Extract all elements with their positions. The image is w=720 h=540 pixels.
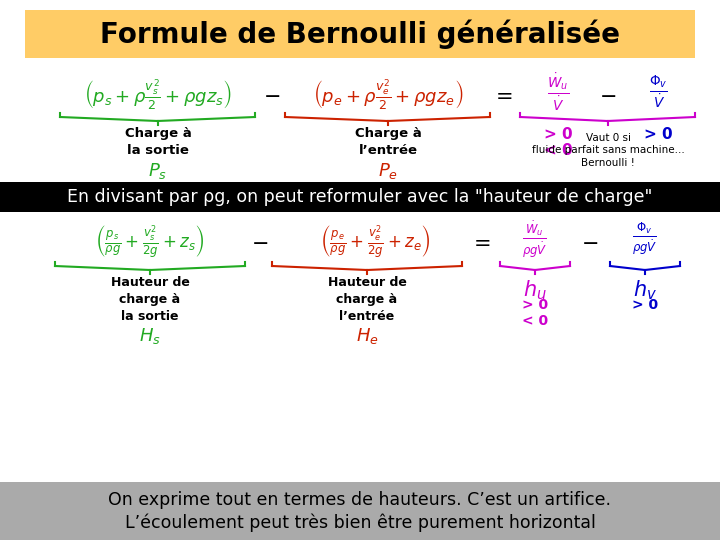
- Text: < 0: < 0: [544, 143, 572, 158]
- Text: $-$: $-$: [251, 232, 269, 252]
- Text: $P_e$: $P_e$: [378, 161, 398, 181]
- Text: $\left(p_e+\rho\frac{v_e^2}{2}+\rho g z_e\right)$: $\left(p_e+\rho\frac{v_e^2}{2}+\rho g z_…: [312, 78, 463, 112]
- Text: $\left(\frac{p_e}{\rho g}+\frac{v_e^2}{2g}+z_e\right)$: $\left(\frac{p_e}{\rho g}+\frac{v_e^2}{2…: [320, 224, 431, 261]
- Text: Formule de Bernoulli généralisée: Formule de Bernoulli généralisée: [100, 19, 620, 49]
- Text: Charge à
l’entrée: Charge à l’entrée: [355, 127, 421, 157]
- Text: L’écoulement peut très bien être purement horizontal: L’écoulement peut très bien être puremen…: [125, 514, 595, 532]
- Text: Vaut 0 si
fluide parfait sans machine...
Bernoulli !: Vaut 0 si fluide parfait sans machine...…: [531, 133, 685, 168]
- Text: $P_s$: $P_s$: [148, 161, 168, 181]
- Text: $h_v$: $h_v$: [633, 278, 657, 302]
- Text: $\frac{\dot{W}_u}{\dot{V}}$: $\frac{\dot{W}_u}{\dot{V}}$: [547, 71, 569, 113]
- Text: $-$: $-$: [264, 85, 281, 105]
- Text: $-$: $-$: [581, 232, 598, 252]
- Text: $\left(p_s+\rho\frac{v_s^2}{2}+\rho g z_s\right)$: $\left(p_s+\rho\frac{v_s^2}{2}+\rho g z_…: [84, 78, 232, 112]
- Text: > 0: > 0: [644, 127, 672, 142]
- Text: $H_e$: $H_e$: [356, 326, 379, 346]
- Text: $\frac{\Phi_v}{\dot{V}}$: $\frac{\Phi_v}{\dot{V}}$: [649, 73, 667, 111]
- Text: Hauteur de
charge à
la sortie: Hauteur de charge à la sortie: [111, 276, 189, 323]
- Text: $=$: $=$: [469, 232, 491, 252]
- Text: $\left(\frac{p_s}{\rho g}+\frac{v_s^2}{2g}+z_s\right)$: $\left(\frac{p_s}{\rho g}+\frac{v_s^2}{2…: [95, 224, 204, 261]
- Text: > 0: > 0: [522, 298, 548, 312]
- Text: Hauteur de
charge à
l’entrée: Hauteur de charge à l’entrée: [328, 276, 406, 323]
- FancyBboxPatch shape: [0, 182, 720, 212]
- Text: > 0: > 0: [544, 127, 572, 142]
- Text: $\frac{\dot{W}_u}{\rho g\dot{V}}$: $\frac{\dot{W}_u}{\rho g\dot{V}}$: [522, 218, 548, 260]
- Text: On exprime tout en termes de hauteurs. C’est un artifice.: On exprime tout en termes de hauteurs. C…: [109, 491, 611, 509]
- Text: $\frac{\Phi_v}{\rho g\dot{V}}$: $\frac{\Phi_v}{\rho g\dot{V}}$: [632, 220, 657, 258]
- Text: Charge à
la sortie: Charge à la sortie: [125, 127, 192, 157]
- Text: > 0: > 0: [632, 298, 658, 312]
- Text: $-$: $-$: [599, 85, 616, 105]
- Text: $=$: $=$: [491, 85, 513, 105]
- FancyBboxPatch shape: [25, 10, 695, 58]
- Text: < 0: < 0: [522, 314, 548, 328]
- Text: $H_s$: $H_s$: [139, 326, 161, 346]
- Text: En divisant par ρg, on peut reformuler avec la "hauteur de charge": En divisant par ρg, on peut reformuler a…: [67, 188, 653, 206]
- FancyBboxPatch shape: [0, 482, 720, 540]
- Text: $h_u$: $h_u$: [523, 278, 547, 302]
